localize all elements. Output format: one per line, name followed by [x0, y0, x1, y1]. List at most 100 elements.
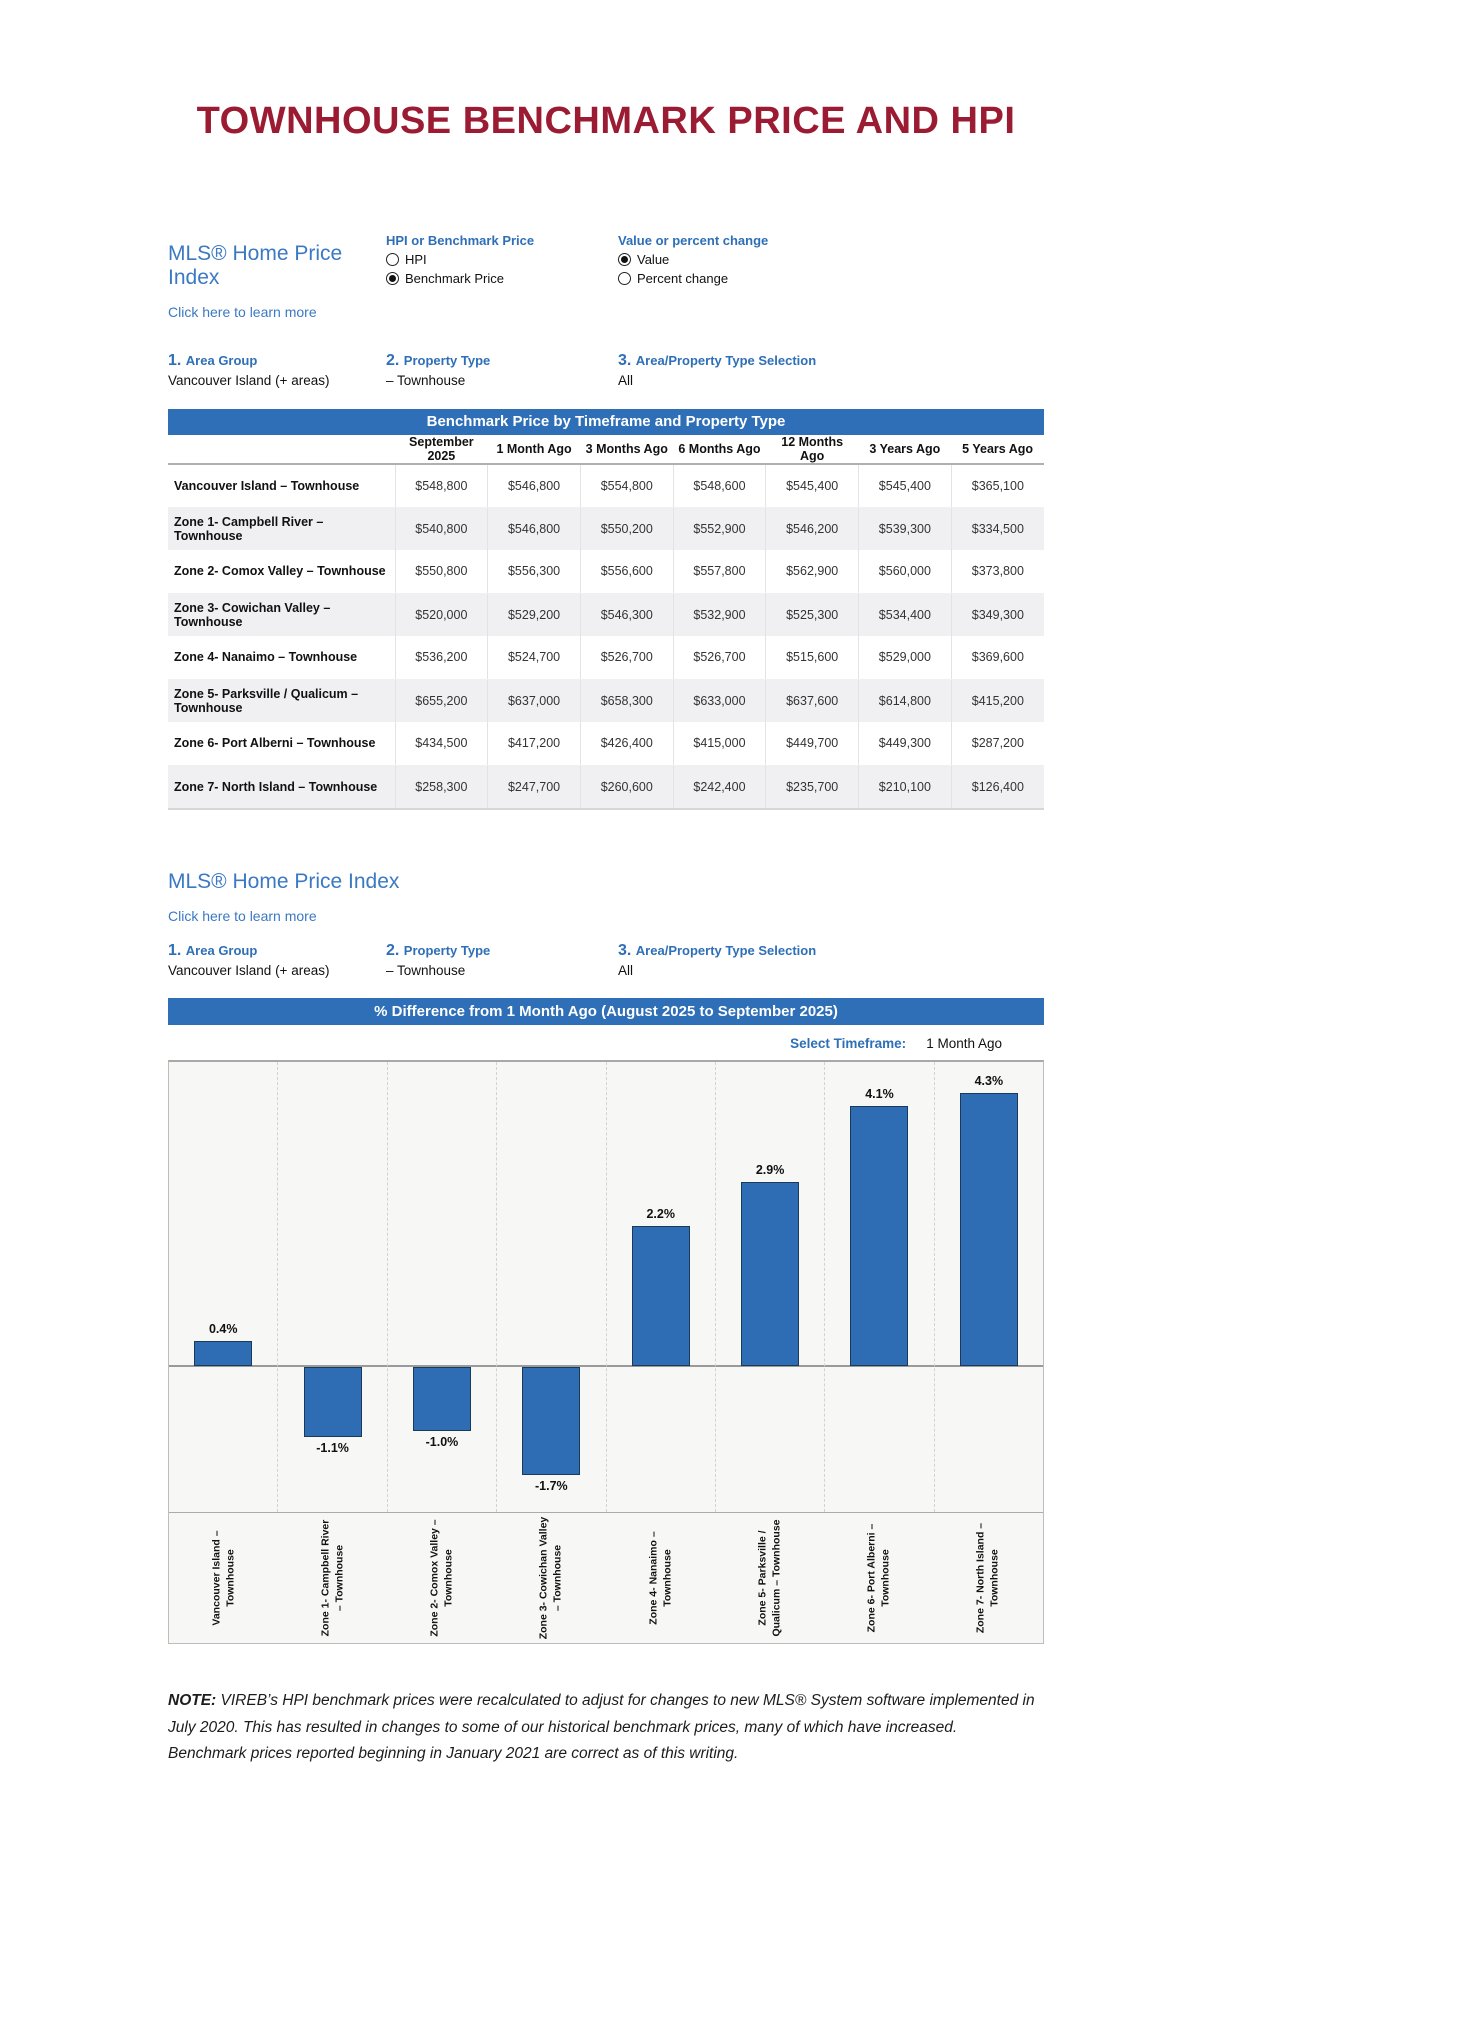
bar-value-label: -1.7%	[534, 1478, 568, 1493]
field-label-text: Property Type	[403, 353, 491, 368]
filter-field-2: 2. Property Type – Townhouse	[386, 352, 618, 388]
radio-group-label: HPI or Benchmark Price	[386, 233, 535, 248]
row-label: Zone 1- Campbell River – Townhouse	[174, 514, 324, 543]
radio-unselected-icon[interactable]	[386, 253, 399, 266]
chart-column: 4.1%	[825, 1062, 935, 1512]
chart-column: -1.1%	[278, 1062, 388, 1512]
timeframe-selector-row: Select Timeframe: 1 Month Ago	[168, 1032, 1044, 1054]
price-cell: $287,200	[950, 722, 1044, 766]
bar-3[interactable]	[412, 1367, 471, 1431]
category-label-cell: Zone 6- Port Alberni – Townhouse	[825, 1513, 934, 1643]
price-cell: $562,900	[765, 550, 859, 594]
field-value: – Townhouse	[386, 373, 466, 388]
price-cell: $426,400	[579, 722, 674, 766]
price-cell: $524,700	[487, 636, 581, 680]
field-number: 2.	[386, 942, 404, 959]
price-cell: $556,600	[579, 550, 674, 594]
field-label-text: Area/Property Type Selection	[635, 353, 817, 368]
category-label: Vancouver Island – Townhouse	[209, 1530, 236, 1626]
radio-unselected-icon[interactable]	[618, 272, 631, 285]
filter-field-2: 2. Property Type – Townhouse	[386, 942, 618, 978]
report-page: TOWNHOUSE BENCHMARK PRICE AND HPI MLS® H…	[0, 100, 1044, 1768]
field-number: 1.	[168, 352, 186, 369]
column-header: September 2025	[395, 435, 488, 465]
table-row: Zone 3- Cowichan Valley – Townhouse $520,…	[168, 593, 1044, 636]
radio-option[interactable]: Value	[618, 252, 918, 267]
column-header: 3 Years Ago	[858, 435, 952, 465]
price-cell: $526,700	[579, 636, 674, 680]
price-cell: $557,800	[672, 550, 766, 594]
category-label-cell: Zone 3- Cowichan Valley – Townhouse	[497, 1513, 606, 1643]
radio-option[interactable]: HPI	[386, 252, 618, 267]
radio-group-hpi-or-benchmark: HPI or Benchmark Price HPI Benchmark Price	[386, 233, 618, 322]
price-cell: $536,200	[394, 636, 488, 680]
category-label: Zone 5- Parksville / Qualicum – Townhous…	[756, 1519, 782, 1637]
row-label: Vancouver Island – Townhouse	[168, 464, 395, 508]
bar-7[interactable]	[850, 1105, 909, 1366]
category-label: Zone 2- Comox Valley – Townhouse	[428, 1519, 455, 1637]
chart-column: 0.4%	[169, 1062, 279, 1512]
table-header: September 2025 1 Month Ago 3 Months Ago 6 M…	[168, 435, 1044, 465]
bar-5[interactable]	[631, 1226, 690, 1366]
row-label: Zone 4- Nanaimo – Townhouse	[168, 636, 395, 680]
mls-home-price-index-title-2: MLS® Home Price Index	[168, 870, 400, 893]
field-label: 1. Area Group	[168, 352, 386, 370]
bar-2[interactable]	[303, 1367, 362, 1437]
select-timeframe-label: Select Timeframe:	[790, 1035, 907, 1051]
bar-value-label: 0.4%	[208, 1321, 238, 1336]
category-label-cell: Zone 2- Comox Valley – Townhouse	[388, 1513, 497, 1643]
timeframe-dropdown[interactable]: 1 Month Ago	[926, 1035, 1002, 1051]
row-label: Zone 3- Cowichan Valley – Townhouse	[174, 600, 331, 629]
price-cell: $548,800	[394, 464, 488, 508]
column-header: 5 Years Ago	[951, 435, 1044, 465]
category-label: Zone 7- North Island – Townhouse	[974, 1522, 1001, 1634]
field-value: All	[618, 963, 634, 978]
price-cell: $349,300	[950, 593, 1044, 636]
footnote-prefix: NOTE:	[168, 1692, 217, 1709]
price-cell: $415,200	[950, 679, 1044, 722]
price-cell: $529,200	[487, 593, 581, 636]
field-value: Vancouver Island (+ areas)	[168, 373, 330, 388]
radio-selected-icon[interactable]	[618, 253, 631, 266]
bar-value-label: 4.3%	[974, 1073, 1004, 1088]
price-cell: $560,000	[858, 550, 952, 594]
price-cell: $529,000	[858, 636, 952, 680]
price-cell: $658,300	[579, 679, 674, 722]
benchmark-price-table: Benchmark Price by Timeframe and Propert…	[168, 409, 1044, 810]
price-cell: $550,800	[394, 550, 488, 594]
radio-option[interactable]: Percent change	[618, 271, 918, 286]
learn-more-link[interactable]: Click here to learn more	[168, 304, 317, 320]
row-label: Zone 6- Port Alberni – Townhouse	[168, 722, 395, 766]
bar-1[interactable]	[194, 1340, 253, 1366]
price-cell: $637,600	[765, 679, 859, 722]
mls-title-block: MLS® Home Price Index Click here to lear…	[168, 233, 386, 322]
radio-selected-icon[interactable]	[386, 272, 399, 285]
bar-4[interactable]	[522, 1367, 581, 1475]
category-label: Zone 4- Nanaimo – Townhouse	[646, 1531, 673, 1625]
field-label: 3. Area/Property Type Selection	[618, 352, 918, 370]
field-label: 1. Area Group	[168, 942, 386, 960]
column-header-empty	[168, 435, 395, 465]
price-cell: $415,000	[672, 722, 766, 766]
percent-difference-bar-chart: 0.4% -1.1% -1.0% -1.7% 2.2% 2.9% 4.1% 4.3% Vanc…	[168, 1060, 1044, 1644]
radio-option-label: HPI	[405, 252, 427, 267]
field-label-text: Property Type	[403, 943, 491, 958]
bar-8[interactable]	[959, 1092, 1018, 1366]
bar-6[interactable]	[741, 1181, 800, 1366]
price-cell: $235,700	[765, 765, 859, 808]
row-label: Zone 5- Parksville / Qualicum – Townhous…	[174, 686, 359, 715]
field-number: 3.	[618, 352, 636, 369]
table-row: Zone 7- North Island – Townhouse $258,300…	[168, 765, 1044, 808]
footnote-text: VIREB’s HPI benchmark prices were recalc…	[168, 1692, 1035, 1763]
price-cell: $247,700	[487, 765, 581, 808]
learn-more-link-2[interactable]: Click here to learn more	[168, 908, 317, 924]
row-label: Zone 7- North Island – Townhouse	[174, 779, 378, 794]
row-label: Zone 2- Comox Valley – Townhouse	[168, 550, 395, 594]
footnote: NOTE: VIREB’s HPI benchmark prices were …	[168, 1688, 1038, 1768]
price-cell: $637,000	[487, 679, 581, 722]
price-cell: $554,800	[579, 464, 674, 508]
column-header: 12 Months Ago	[765, 435, 859, 465]
filter-field-1: 1. Area Group Vancouver Island (+ areas)	[168, 942, 386, 978]
hpi-section-2: MLS® Home Price Index Click here to lear…	[168, 870, 1044, 926]
radio-option[interactable]: Benchmark Price	[386, 271, 618, 286]
